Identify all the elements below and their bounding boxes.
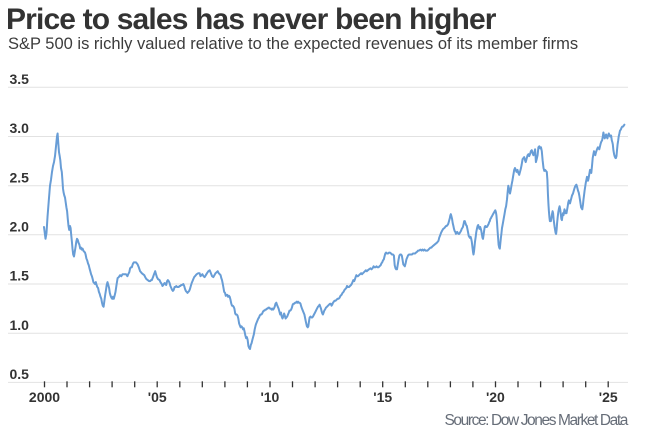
svg-text:1.5: 1.5 bbox=[10, 268, 30, 284]
svg-text:'25: '25 bbox=[599, 389, 618, 405]
svg-text:3.0: 3.0 bbox=[10, 120, 30, 136]
svg-text:3.5: 3.5 bbox=[10, 71, 30, 87]
svg-text:'05: '05 bbox=[148, 389, 167, 405]
svg-text:'20: '20 bbox=[486, 389, 505, 405]
svg-text:'15: '15 bbox=[373, 389, 392, 405]
svg-text:2.0: 2.0 bbox=[10, 218, 30, 234]
svg-text:'10: '10 bbox=[260, 389, 279, 405]
svg-text:1.0: 1.0 bbox=[10, 317, 30, 333]
svg-text:2.5: 2.5 bbox=[10, 169, 30, 185]
svg-text:0.5: 0.5 bbox=[10, 366, 30, 382]
svg-text:2000: 2000 bbox=[29, 389, 60, 405]
